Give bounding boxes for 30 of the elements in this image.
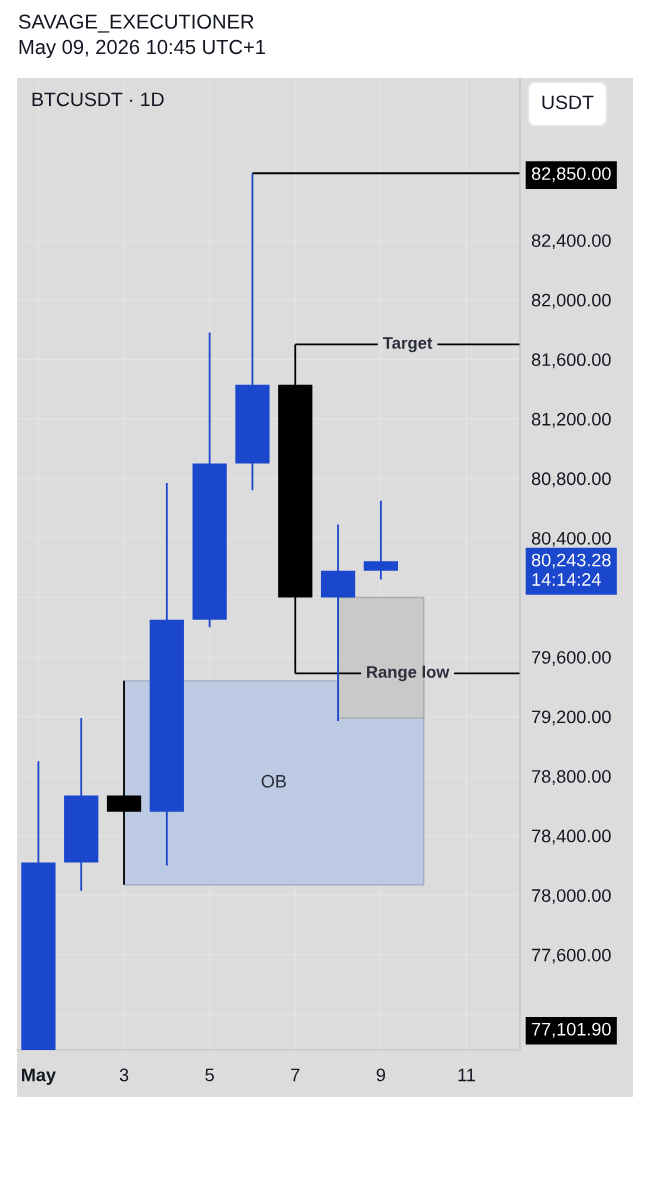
- y-tick-label: 81,200.00: [531, 412, 611, 428]
- y-tick-label: 79,200.00: [532, 710, 611, 726]
- candlestick: [363, 499, 398, 581]
- y-tick-label: 77,101.90: [532, 1022, 611, 1038]
- annotation: OB: [261, 774, 286, 788]
- candlestick: [106, 679, 142, 886]
- y-tick-label: 80,400.00: [531, 531, 611, 547]
- y-tick-label: 81,600.00: [531, 353, 611, 369]
- y-tick-label: 80,800.00: [531, 472, 611, 488]
- y-tick-label: 82,000.00: [531, 293, 611, 309]
- ref-line-label: Range low: [367, 665, 450, 682]
- x-tick-label: 11: [458, 1068, 475, 1082]
- text: BTCUSDT · 1D: [32, 92, 164, 107]
- x-tick-label: 3: [119, 1068, 129, 1082]
- y-axis-title: USDT: [542, 95, 594, 110]
- y-tick-label: 78,000.00: [532, 889, 611, 905]
- y-tick-label: 82,400.00: [531, 234, 611, 250]
- y-tick-label: 78,400.00: [532, 829, 611, 845]
- y-tick-label: 77,600.00: [532, 948, 611, 964]
- chart-subtitle: SAVAGE_EXECUTIONER May 09, 2026 10:45 UTC+1: [18, 14, 265, 59]
- x-tick-label: May: [22, 1068, 56, 1085]
- x-tick-label: 7: [291, 1068, 300, 1082]
- y-tick-label: 78,800.00: [532, 770, 611, 785]
- y-tick-label: 79,600.00: [532, 650, 611, 666]
- x-tick-label: 9: [376, 1068, 386, 1082]
- x-tick-label: 5: [205, 1068, 214, 1082]
- candlestick: [320, 523, 356, 722]
- y-tick-label: 80,243.28 14:14:24: [531, 553, 611, 586]
- y-tick-label: 82,850.00: [531, 167, 611, 183]
- ref-line-label: Target: [382, 337, 433, 353]
